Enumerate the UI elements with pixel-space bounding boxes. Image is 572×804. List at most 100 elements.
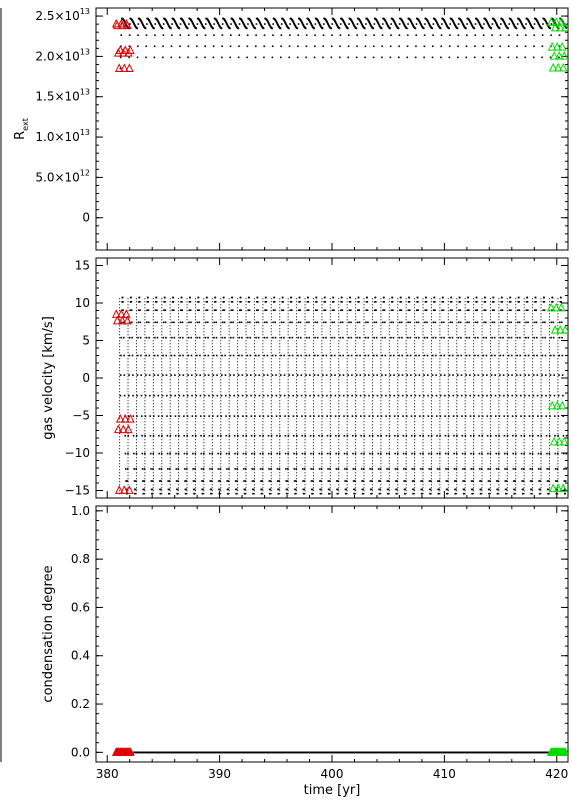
data-point [524,394,526,397]
data-point [161,27,164,30]
data-point [375,309,377,312]
data-point [333,336,336,339]
data-point [530,488,533,491]
data-point [153,394,155,397]
data-point [417,301,419,303]
data-point [505,480,508,482]
data-point [205,23,207,25]
data-point [385,452,388,455]
data-point [515,27,518,30]
data-point [307,301,310,303]
data-point [522,492,524,495]
data-point [531,468,534,470]
data-point [407,336,409,339]
data-point [303,468,306,470]
data-point [263,56,265,59]
data-point [507,27,509,30]
data-point [297,336,300,339]
data-point [330,56,333,59]
data-point [153,45,156,48]
data-point [461,415,463,417]
data-point [123,354,125,357]
data-point [303,480,306,482]
data-point [506,452,509,455]
data-point [285,488,288,491]
data-point [549,394,552,397]
data-point [414,374,417,376]
data-point [426,336,428,339]
data-point [440,374,442,376]
data-point [255,321,258,324]
data-point [463,488,466,491]
data-point [468,336,471,339]
data-point [178,394,181,397]
data-point [311,492,314,495]
data-point [194,434,197,437]
data-point [380,394,383,397]
data-point [441,23,443,25]
data-point [133,452,135,455]
data-point [280,56,282,59]
data-point [171,301,174,303]
data-point [347,56,350,59]
data-point [259,468,262,470]
data-point [541,336,544,339]
data-point [432,309,435,312]
data-point [162,34,165,36]
data-point [191,394,193,397]
data-point [448,415,450,417]
data-point [373,309,376,312]
data-point [136,374,139,376]
data-point [309,434,312,437]
data-point [342,354,344,357]
data-point [297,23,300,25]
data-point [144,434,146,437]
data-point [455,488,457,491]
data-point [317,394,320,397]
data-point [554,436,564,446]
data-point [246,27,248,30]
data-point [477,394,480,397]
data-point [449,321,452,324]
data-point [560,309,563,312]
data-point [163,309,165,312]
data-point [254,394,257,397]
data-point [539,492,541,495]
data-point [356,23,359,25]
data-point [380,452,382,455]
data-point [314,45,316,48]
data-point [170,56,173,59]
data-point [140,394,143,397]
data-point [435,415,438,417]
data-point [448,45,451,48]
data-point [392,309,394,312]
data-point [211,468,213,470]
data-point [561,336,563,339]
series-1 [111,18,135,72]
data-point [365,321,367,324]
data-point [271,415,273,417]
data-point [484,301,487,303]
data-point [445,468,447,470]
data-point [444,434,447,437]
data-point [463,492,465,495]
data-point [407,23,409,25]
data-point [238,45,240,48]
data-point [399,301,402,303]
data-point [462,468,464,470]
data-point [203,415,206,417]
data-point [456,27,459,30]
data-point [506,468,508,470]
data-point [129,309,132,312]
data-point [400,301,402,303]
data-point [556,302,566,312]
data-point [161,434,163,437]
data-point [234,452,236,455]
data-point [179,23,182,25]
data-point [276,452,278,455]
data-point [170,45,173,48]
data-point [398,34,401,36]
data-point [251,452,253,455]
data-point [286,480,289,482]
